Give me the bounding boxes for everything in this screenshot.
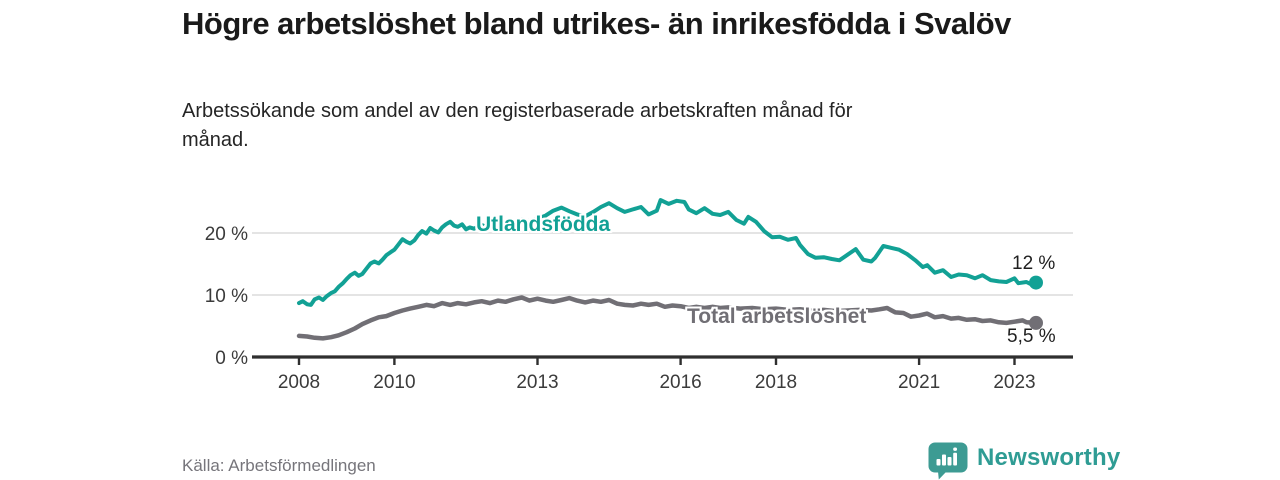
y-tick-label: 10 %	[205, 286, 248, 307]
end-value-label-utlandsfodda: 12 %	[1012, 253, 1056, 274]
series-end-dot	[1029, 315, 1043, 330]
newsworthy-logo: Newsworthy	[928, 442, 1120, 480]
y-tick-label: 20 %	[205, 224, 248, 245]
x-tick-label: 2016	[659, 372, 701, 393]
x-tick-label: 2023	[993, 372, 1035, 393]
logo-exclamation-bar	[953, 452, 957, 466]
end-value-label-total: 5,5 %	[1007, 326, 1056, 347]
series-end-dot	[1029, 275, 1043, 290]
series-label-total-arbetsloshet: Total arbetslöshet	[687, 305, 867, 328]
series-line	[297, 198, 1038, 307]
series-label-utlandsfodda: Utlandsfödda	[476, 213, 611, 236]
x-tick-label: 2013	[516, 372, 558, 393]
source-note: Källa: Arbetsförmedlingen	[182, 456, 376, 475]
logo-bar-3	[947, 457, 952, 466]
chart-title: Högre arbetslöshet bland utrikes- än inr…	[182, 6, 1011, 41]
chart-subtitle: Arbetssökande som andel av den registerb…	[182, 100, 853, 151]
y-tick-label: 0 %	[215, 348, 248, 369]
series-line	[296, 295, 1039, 341]
logo-bar-1	[936, 459, 941, 466]
logo-bar-2	[942, 454, 946, 466]
x-tick-label: 2010	[373, 372, 415, 393]
logo-exclamation-dot	[953, 447, 957, 451]
newsworthy-speech-bubble-bar-chart-icon	[928, 442, 968, 480]
x-tick-label: 2021	[898, 372, 940, 393]
x-tick-label: 2008	[278, 372, 320, 393]
logo-wordmark: Newsworthy	[977, 444, 1121, 471]
x-tick-label: 2018	[755, 372, 797, 393]
